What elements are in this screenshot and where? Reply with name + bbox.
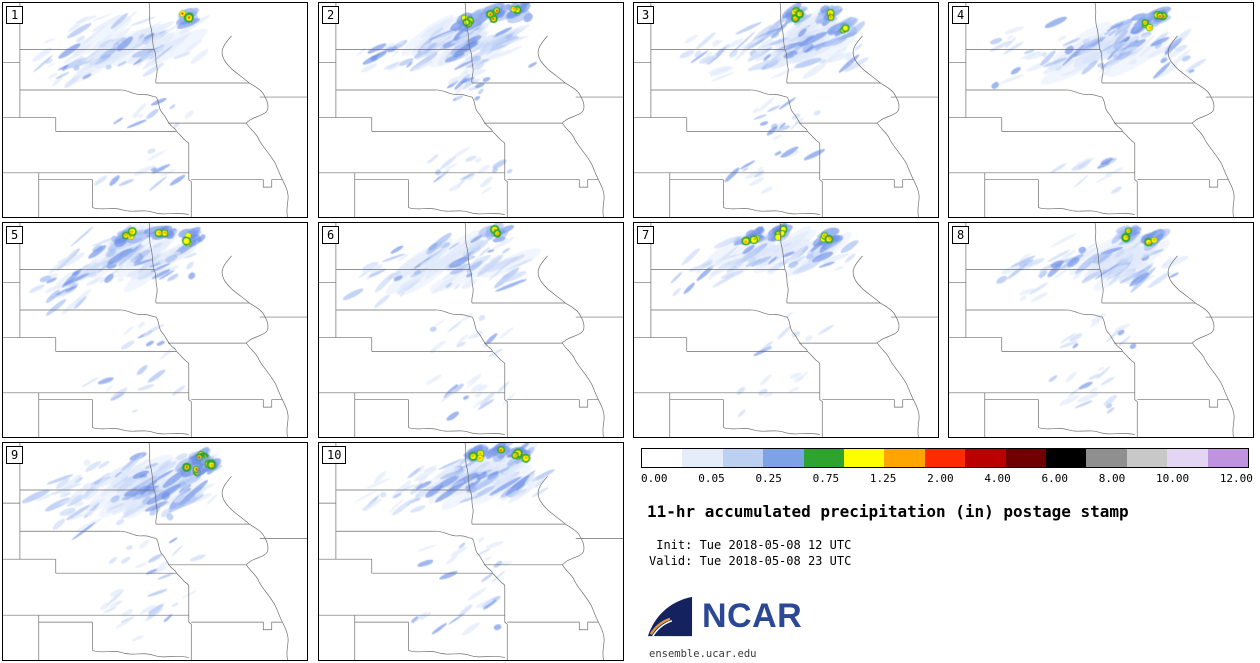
map-panel: 10 — [318, 442, 624, 661]
colorbar-tick-label: 4.00 — [984, 472, 1011, 485]
state-outlines — [3, 223, 307, 437]
colorbar-segment — [803, 449, 845, 467]
footer-url: ensemble.ucar.edu — [649, 648, 757, 660]
colorbar — [641, 448, 1249, 468]
panel-number: 2 — [322, 6, 340, 24]
map-panel: 4 — [948, 2, 1254, 218]
state-outlines — [3, 3, 307, 217]
colorbar-tick-label: 8.00 — [1098, 472, 1126, 485]
map-panel: 2 — [318, 2, 624, 218]
map-panel: 9 — [2, 442, 308, 661]
ncar-logo-icon — [647, 596, 693, 637]
ncar-branding: NCAR — [645, 590, 802, 642]
legend-area: 0.00 0.05 0.25 0.75 1.25 2.00 4.00 6.00 8.00 10.0… — [633, 442, 1254, 661]
colorbar-segment — [763, 449, 804, 467]
state-outlines — [634, 223, 938, 437]
colorbar-segment — [1126, 449, 1168, 467]
state-outlines — [3, 443, 307, 660]
colorbar-segment — [924, 449, 966, 467]
precipitation-layer — [3, 223, 307, 437]
colorbar-tick-label: 0.75 — [812, 472, 840, 485]
precipitation-layer — [949, 223, 1253, 437]
panel-number: 3 — [637, 6, 655, 24]
colorbar-segment — [1046, 449, 1087, 467]
precipitation-layer — [3, 443, 307, 660]
map-panel: 3 — [633, 2, 939, 218]
precipitation-layer — [319, 443, 623, 660]
figure-title: 11-hr accumulated precipitation (in) pos… — [647, 502, 1129, 521]
colorbar-segment — [884, 449, 925, 467]
colorbar-tick-label: 6.00 — [1041, 472, 1069, 485]
map-panel: 7 — [633, 222, 939, 438]
panel-number: 9 — [6, 446, 24, 464]
colorbar-segment — [1207, 449, 1249, 467]
panel-number: 10 — [322, 446, 347, 464]
panel-number: 6 — [322, 226, 340, 244]
colorbar-tick-label: 1.25 — [869, 472, 897, 485]
state-outlines — [949, 3, 1253, 217]
state-outlines — [949, 223, 1253, 437]
state-outlines — [319, 443, 623, 660]
panel-number: 1 — [6, 6, 24, 24]
precipitation-layer — [319, 3, 623, 217]
colorbar-tick-label: 2.00 — [927, 472, 954, 485]
precipitation-layer — [319, 223, 623, 437]
map-panel: 8 — [948, 222, 1254, 438]
colorbar-tick-label: 10.00 — [1155, 472, 1190, 485]
precipitation-layer — [949, 3, 1253, 217]
precipitation-layer — [634, 223, 938, 437]
state-outlines — [319, 223, 623, 437]
map-panel: 6 — [318, 222, 624, 438]
colorbar-segment — [965, 449, 1006, 467]
panel-number: 5 — [6, 226, 24, 244]
colorbar-segment — [1005, 449, 1047, 467]
ncar-wordmark: NCAR — [702, 596, 803, 635]
colorbar-tick-label: 0.05 — [698, 472, 725, 485]
map-panel: 1 — [2, 2, 308, 218]
precipitation-layer — [3, 3, 307, 217]
colorbar-tick-labels: 0.00 0.05 0.25 0.75 1.25 2.00 4.00 6.00 8.00 10.0… — [641, 472, 1253, 485]
colorbar-segment — [682, 449, 723, 467]
colorbar-segment — [1086, 449, 1127, 467]
colorbar-segment — [844, 449, 885, 467]
panel-number: 8 — [952, 226, 970, 244]
state-outlines — [319, 3, 623, 217]
run-times: Init: Tue 2018-05-08 12 UTC Valid: Tue 2… — [649, 537, 851, 569]
init-time: Init: Tue 2018-05-08 12 UTC — [649, 538, 852, 552]
colorbar-tick-label: 0.25 — [755, 472, 782, 485]
precipitation-layer — [634, 3, 938, 217]
valid-time: Valid: Tue 2018-05-08 23 UTC — [649, 554, 852, 568]
state-outlines — [634, 3, 938, 217]
colorbar-tick-label: 0.00 — [641, 472, 668, 485]
map-panel: 5 — [2, 222, 308, 438]
panel-number: 4 — [952, 6, 970, 24]
colorbar-tick-label: 12.00 — [1219, 472, 1253, 485]
colorbar-segment — [1167, 449, 1208, 467]
panel-number: 7 — [637, 226, 655, 244]
colorbar-segment — [722, 449, 764, 467]
colorbar-segment — [642, 449, 683, 467]
